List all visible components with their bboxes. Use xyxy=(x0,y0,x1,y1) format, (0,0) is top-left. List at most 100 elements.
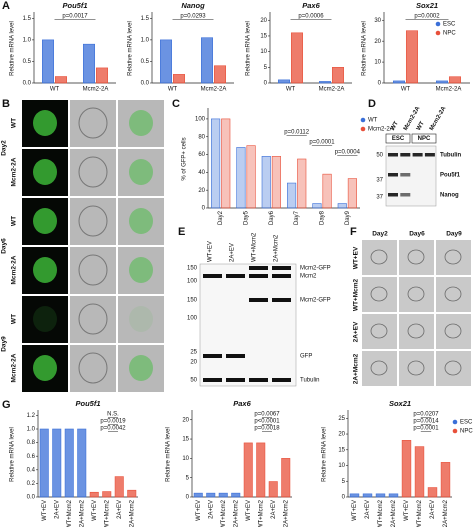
bar xyxy=(261,156,271,209)
x-tick-label: 2A+EV xyxy=(271,500,277,519)
x-tick-label: Day8 xyxy=(320,210,326,225)
lane-label: WT+EV xyxy=(208,241,214,262)
y-tick-label: 20 xyxy=(198,188,205,194)
band xyxy=(226,354,245,358)
row-label: WT+Mcm2 xyxy=(353,278,360,311)
gfp-signal xyxy=(129,110,153,136)
colony xyxy=(444,360,462,376)
annotation: p=0.0017 xyxy=(62,14,88,20)
bar xyxy=(440,462,451,498)
x-tick-label: Day6 xyxy=(269,210,275,225)
band-label: Mcm2-GFP xyxy=(300,298,331,304)
y-tick-label: 0 xyxy=(264,81,268,87)
y-tick-label: 5 xyxy=(342,479,346,485)
micrograph xyxy=(118,149,164,196)
bar xyxy=(281,458,291,498)
x-tick-label: WT+Mcm2 xyxy=(258,499,264,527)
marker: 20 xyxy=(190,360,197,366)
y-tick-label: 15 xyxy=(260,34,267,40)
y-tick-label: 100 xyxy=(195,116,206,122)
day-label: Day2 xyxy=(1,140,8,156)
day-label: Day9 xyxy=(1,336,8,352)
band xyxy=(400,173,411,177)
micrograph xyxy=(362,351,397,386)
x-tick-label: 2A+EV xyxy=(208,500,214,519)
marker: 150 xyxy=(187,266,198,272)
y-axis-label: Relative mRNA level xyxy=(10,21,16,76)
micrograph xyxy=(436,314,471,349)
y-tick-label: 0 xyxy=(342,495,346,501)
annotation: p=0.0002 xyxy=(414,14,440,20)
chart-title: Pou5f1 xyxy=(75,399,100,408)
x-tick-label: 2A+Mcm2 xyxy=(79,499,85,527)
bar xyxy=(218,492,228,498)
row-label: WT+EV xyxy=(353,246,360,269)
chart-title: Sox21 xyxy=(389,399,411,408)
micrograph xyxy=(436,277,471,312)
x-tick-label: 2A+EV xyxy=(365,500,371,519)
legend-label: NPC xyxy=(460,429,473,435)
annotation: N.S. xyxy=(107,412,119,418)
x-tick-label: Mcm2-2A xyxy=(201,87,227,93)
y-tick-label: 10 xyxy=(374,60,381,66)
y-tick-label: 1.2 xyxy=(27,413,36,419)
annotation: p=0.0004 xyxy=(335,150,361,156)
micrograph xyxy=(118,247,164,294)
micrograph xyxy=(118,100,164,147)
bar xyxy=(96,67,109,84)
y-tick-label: 40 xyxy=(198,170,205,176)
band xyxy=(272,274,291,278)
row-label: Mcm2-2A xyxy=(11,353,18,382)
chart-title: Nanog xyxy=(181,1,205,10)
band xyxy=(400,193,411,197)
micrograph xyxy=(70,296,116,343)
micrograph xyxy=(70,247,116,294)
colony xyxy=(444,323,462,339)
y-tick-label: 0.4 xyxy=(27,467,36,473)
bar xyxy=(297,158,307,209)
lane-label: Mcm2-2A xyxy=(429,105,448,132)
gfp-signal xyxy=(33,306,57,332)
band xyxy=(388,173,398,177)
chart-title: Sox21 xyxy=(416,1,438,10)
x-tick-label: 2A+EV xyxy=(54,500,60,519)
marker: 50 xyxy=(190,378,197,384)
bar xyxy=(39,428,49,498)
y-tick-label: 20 xyxy=(260,18,267,24)
bar xyxy=(211,118,221,209)
bar xyxy=(312,203,322,209)
colony xyxy=(370,323,388,339)
micrograph xyxy=(362,314,397,349)
bar xyxy=(221,118,231,209)
bar xyxy=(271,156,281,209)
y-tick-label: 20 xyxy=(182,417,189,423)
x-tick-label: Mcm2-2A xyxy=(319,87,345,93)
gfp-signal xyxy=(33,257,57,283)
legend-swatch xyxy=(452,419,458,425)
annotation: p=0.0019 xyxy=(100,419,126,425)
gfp-signal xyxy=(129,208,153,234)
bar xyxy=(337,203,347,209)
y-axis-label: Relative mRNA level xyxy=(322,427,328,482)
colony xyxy=(370,360,388,376)
y-tick-label: 1.5 xyxy=(23,16,32,22)
y-tick-label: 0.2 xyxy=(27,481,36,487)
colony xyxy=(407,286,425,302)
x-tick-label: 2A+Mcm2 xyxy=(443,499,449,527)
micrograph xyxy=(22,296,68,343)
band xyxy=(400,153,411,157)
y-axis-label: Relative mRNA level xyxy=(246,21,252,76)
chart-title: Pax6 xyxy=(302,1,320,10)
x-tick-label: Day2 xyxy=(218,210,224,225)
band xyxy=(272,266,291,270)
bar xyxy=(243,442,253,498)
x-tick-label: WT+EV xyxy=(92,500,98,521)
gfp-signal xyxy=(129,306,153,332)
band-label: Pou5f1 xyxy=(440,173,461,179)
legend-swatch xyxy=(360,117,366,123)
micrograph xyxy=(118,345,164,392)
band xyxy=(272,378,291,382)
band-label: Mcm2 xyxy=(300,274,317,280)
row-label: 2A+EV xyxy=(353,321,360,342)
y-tick-label: 0 xyxy=(202,206,206,212)
